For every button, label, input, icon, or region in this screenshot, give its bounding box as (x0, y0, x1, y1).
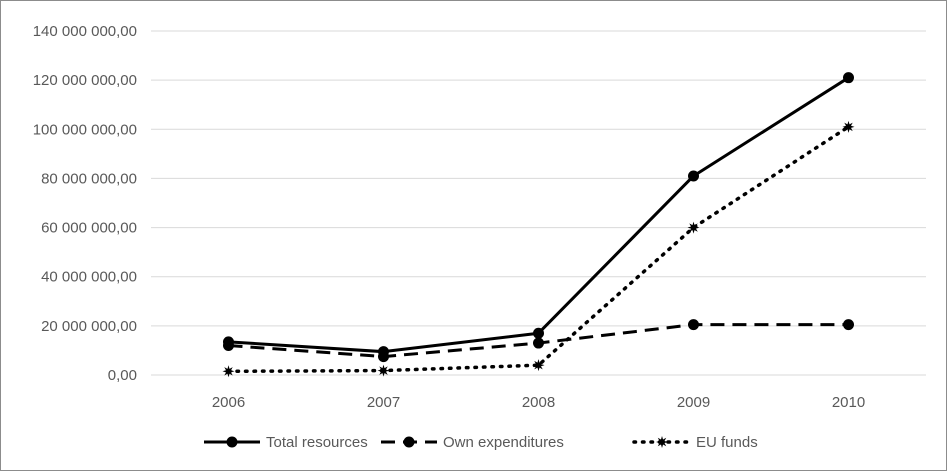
y-tick-label: 60 000 000,00 (41, 220, 137, 237)
legend-swatch-marker (403, 436, 415, 448)
data-point (688, 170, 699, 182)
legend: Total resources Own expenditures EU funds (204, 434, 758, 451)
legend-item: Total resources (204, 434, 368, 451)
legend-swatch-marker (656, 436, 668, 448)
y-tick-label: 80 000 000,00 (41, 170, 137, 187)
x-tick-label: 2008 (522, 394, 555, 411)
data-point (377, 364, 390, 377)
data-point (532, 359, 545, 372)
data-point (378, 351, 389, 363)
legend-item: EU funds (632, 434, 758, 451)
legend-label: Total resources (266, 434, 368, 451)
x-tick-label: 2006 (212, 394, 245, 411)
legend-label: EU funds (696, 434, 758, 451)
series (222, 72, 855, 378)
x-tick-label: 2010 (832, 394, 865, 411)
x-tick-label: 2007 (367, 394, 400, 411)
series-line (226, 125, 851, 374)
data-point (842, 120, 855, 133)
series-own-expenditures (223, 319, 854, 363)
legend-item: Own expenditures (381, 434, 564, 451)
legend-swatch-marker (226, 436, 238, 448)
data-point (688, 319, 699, 331)
legend-label: Own expenditures (443, 434, 564, 451)
y-tick-label: 120 000 000,00 (33, 72, 137, 89)
series-eu-funds (222, 120, 855, 378)
y-tick-label: 100 000 000,00 (33, 121, 137, 138)
data-point (687, 221, 700, 234)
y-tick-label: 140 000 000,00 (33, 23, 137, 40)
y-tick-label: 40 000 000,00 (41, 269, 137, 286)
data-point (533, 337, 544, 349)
series-total-resources (223, 72, 854, 358)
series-line (228, 76, 850, 354)
data-point (843, 319, 854, 331)
y-axis-tick-labels: 0,00 20 000 000,00 40 000 000,00 60 000 000… (33, 23, 137, 384)
data-point (533, 327, 544, 339)
x-tick-label: 2009 (677, 394, 710, 411)
x-axis-tick-labels: 2006 2007 2008 2009 2010 (212, 394, 865, 411)
y-tick-label: 20 000 000,00 (41, 318, 137, 335)
y-tick-label: 0,00 (108, 367, 137, 384)
gridlines (151, 30, 926, 327)
data-point (222, 365, 235, 378)
data-point (843, 72, 854, 84)
data-point (223, 340, 234, 352)
